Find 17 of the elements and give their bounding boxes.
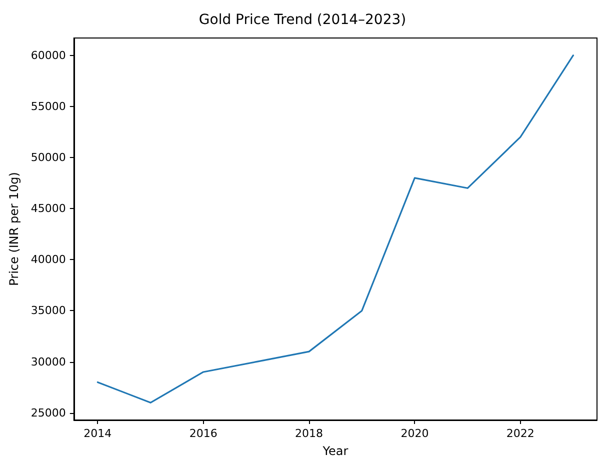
- y-tick-label: 50000: [30, 151, 66, 164]
- y-tick-label: 30000: [30, 355, 66, 368]
- chart-title: Gold Price Trend (2014–2023): [198, 12, 406, 28]
- x-axis-title: Year: [322, 444, 348, 458]
- line-series: [96, 54, 574, 404]
- x-tick-label: 2014: [84, 427, 112, 440]
- y-tick-label: 55000: [30, 100, 66, 113]
- x-tick-label: 2016: [189, 427, 218, 440]
- x-tick-label: 2020: [400, 427, 429, 440]
- y-tick-label: 40000: [30, 253, 66, 266]
- y-tick-label: 25000: [30, 406, 66, 420]
- y-axis-title: Price (INR per 10g): [7, 172, 21, 286]
- x-tick-label: 2022: [506, 427, 534, 440]
- x-tick-label: 2018: [295, 427, 324, 440]
- y-tick-label: 60000: [30, 48, 66, 62]
- y-tick-label: 35000: [30, 304, 66, 318]
- y-tick-label: 45000: [30, 202, 66, 216]
